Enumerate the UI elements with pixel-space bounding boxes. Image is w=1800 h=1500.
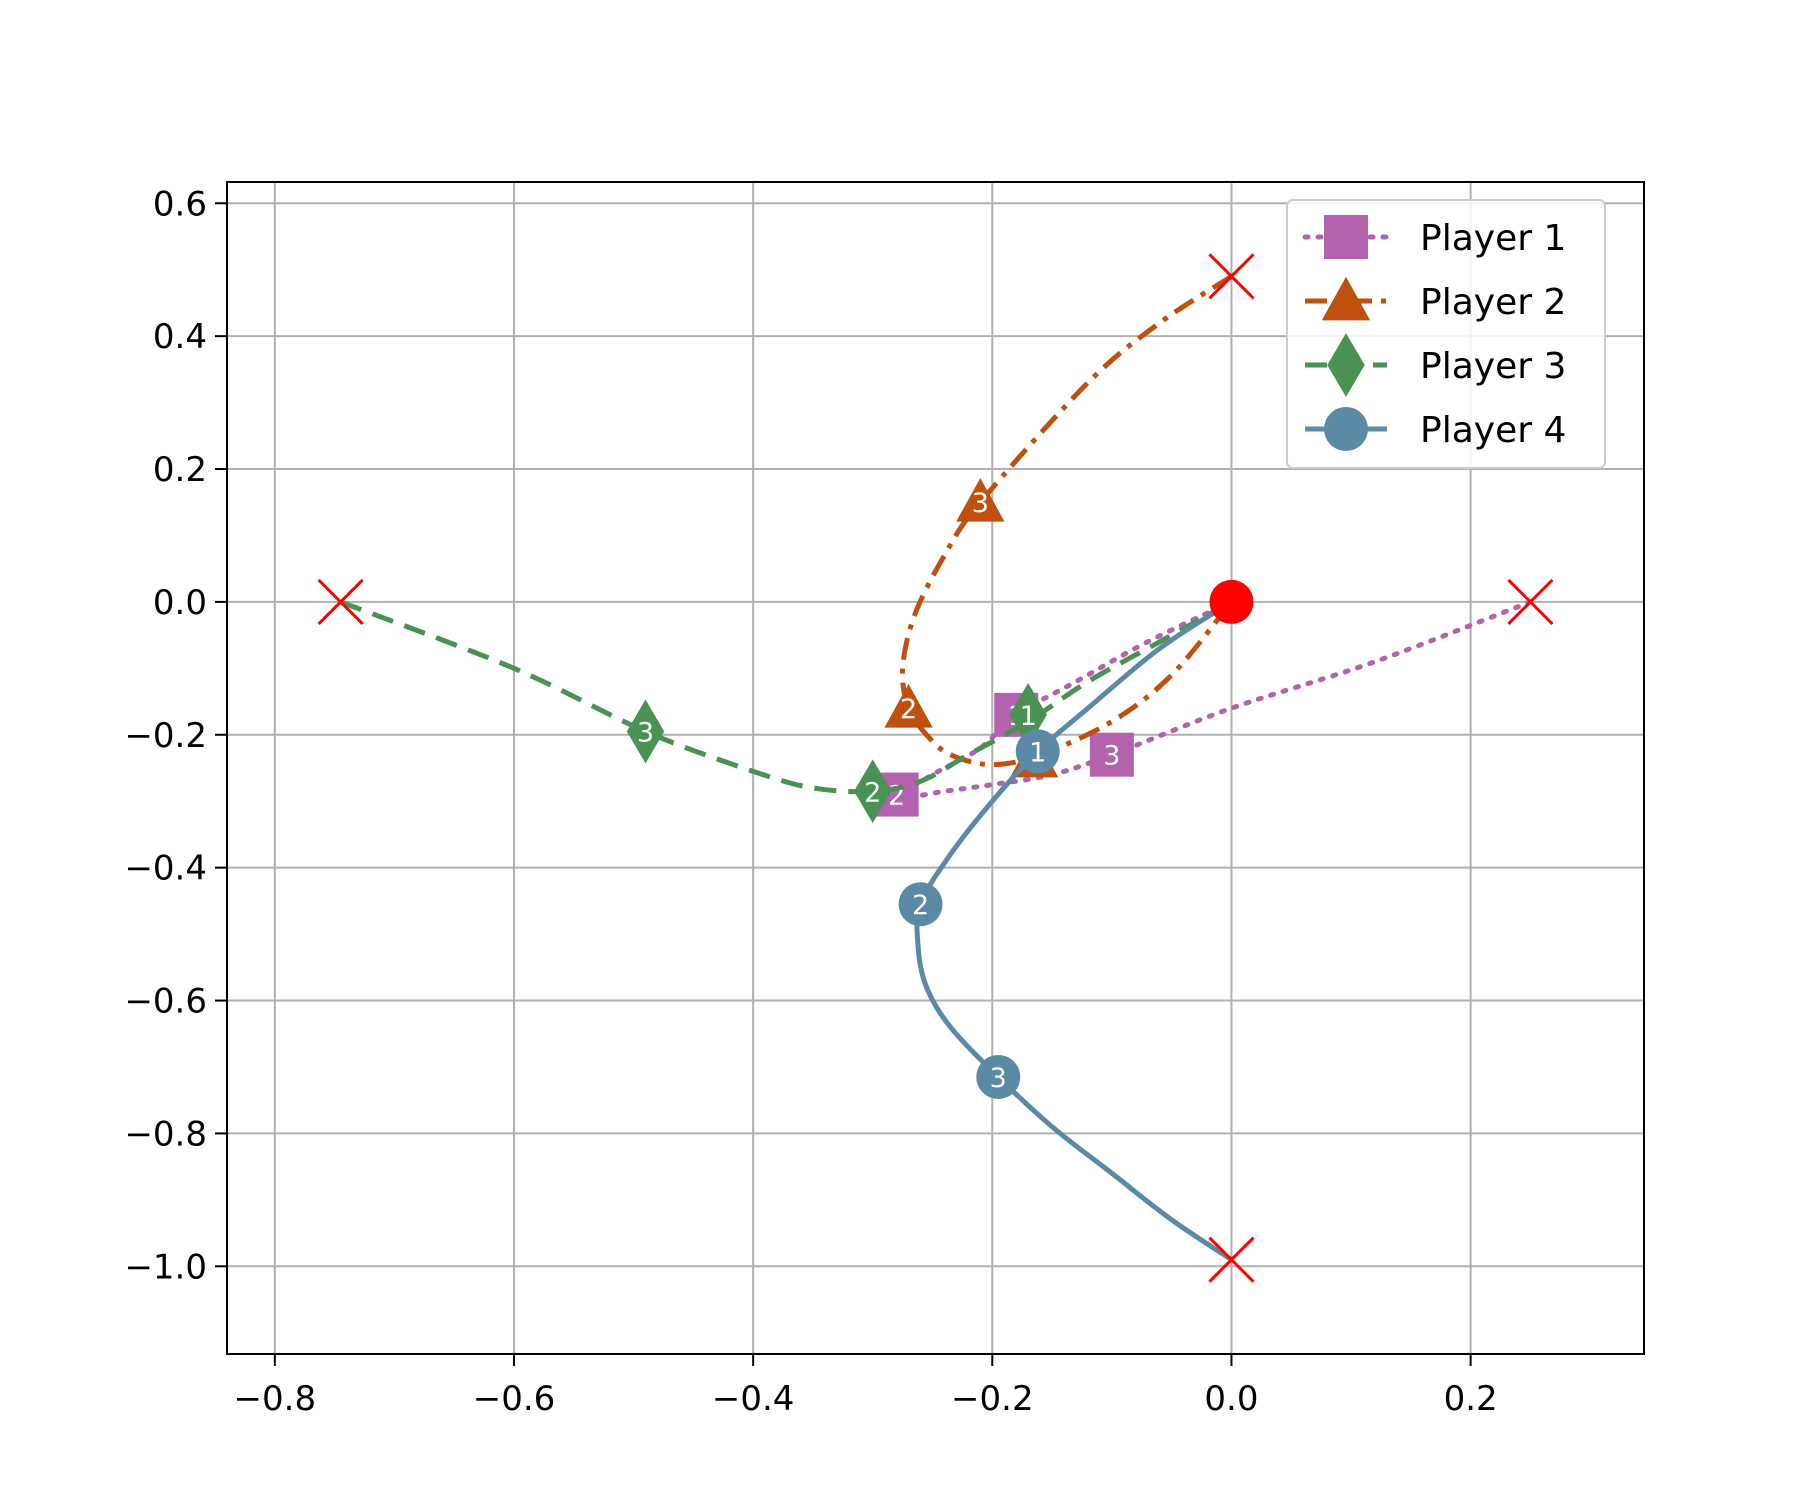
y-tick-label: 0.2 bbox=[153, 450, 207, 490]
start-cross-stroke bbox=[1208, 1236, 1255, 1283]
x-tick-label: −0.2 bbox=[951, 1379, 1034, 1419]
x-tick-label: 0.2 bbox=[1444, 1379, 1498, 1419]
data-point-label: 3 bbox=[1103, 741, 1120, 772]
legend-label: Player 3 bbox=[1420, 346, 1566, 387]
y-tick-label: −0.6 bbox=[124, 982, 207, 1022]
data-point bbox=[1089, 732, 1134, 777]
series-3: 3 2 1 bbox=[317, 578, 1233, 824]
x-tick-label: 0.0 bbox=[1204, 1379, 1258, 1419]
data-point bbox=[898, 882, 943, 927]
data-point bbox=[956, 478, 1005, 522]
y-tick-label: 0.4 bbox=[153, 317, 207, 357]
data-point bbox=[626, 699, 665, 764]
series-line bbox=[914, 599, 1233, 1262]
x-axis: −0.8 −0.6 −0.4 −0.2 0.0 0.2 bbox=[234, 1354, 1498, 1419]
plot-series: 321321321321 bbox=[317, 253, 1554, 1283]
legend-entry: Player 2 bbox=[1305, 276, 1566, 323]
data-point-label: 2 bbox=[900, 694, 917, 725]
series-line bbox=[894, 599, 1533, 801]
legend-marker bbox=[1324, 215, 1368, 259]
data-point bbox=[854, 759, 892, 824]
start-cross-stroke bbox=[317, 578, 364, 625]
legend: Player 1 Player 2 Player 3 Player 4 bbox=[1286, 199, 1606, 469]
y-tick-label: −0.4 bbox=[124, 849, 207, 889]
y-axis: 0.6 0.4 0.2 0.0 −0.2 −0.4 −0.6 −0.8 −1.0 bbox=[124, 184, 227, 1287]
data-point-label: 3 bbox=[972, 488, 989, 519]
data-point-label: 3 bbox=[990, 1063, 1007, 1094]
start-marker bbox=[1208, 1236, 1255, 1283]
y-tick-label: 0.0 bbox=[153, 583, 207, 623]
series-4: 3 2 1 bbox=[898, 599, 1255, 1283]
data-point bbox=[1015, 729, 1060, 774]
data-point bbox=[884, 684, 933, 728]
series-2: 3 2 1 bbox=[884, 253, 1255, 778]
y-tick-label: −0.8 bbox=[124, 1114, 207, 1154]
start-marker bbox=[1208, 253, 1255, 300]
series-line bbox=[899, 274, 1234, 768]
legend-box bbox=[1286, 199, 1606, 469]
legend-marker bbox=[1327, 333, 1365, 397]
y-tick-label: 0.6 bbox=[153, 184, 207, 224]
start-cross-stroke bbox=[1507, 578, 1554, 625]
data-point-label: 2 bbox=[864, 777, 881, 808]
start-cross-stroke bbox=[1208, 253, 1255, 300]
data-point-label: 1 bbox=[1029, 737, 1046, 768]
legend-label: Player 2 bbox=[1420, 282, 1566, 323]
legend-entry: Player 1 bbox=[1302, 215, 1566, 259]
legend-label: Player 4 bbox=[1420, 410, 1566, 451]
data-point-label: 3 bbox=[637, 717, 654, 748]
legend-entry: Player 4 bbox=[1305, 407, 1566, 451]
y-tick-label: −0.2 bbox=[124, 716, 207, 756]
start-marker bbox=[1507, 578, 1554, 625]
data-point-label: 1 bbox=[1020, 701, 1037, 732]
data-point bbox=[976, 1054, 1021, 1099]
legend-marker bbox=[1324, 407, 1368, 451]
series-line bbox=[339, 599, 1233, 795]
data-point bbox=[1009, 682, 1047, 747]
target-point bbox=[1209, 579, 1254, 624]
x-tick-label: −0.4 bbox=[712, 1379, 795, 1419]
data-point-label: 2 bbox=[912, 890, 929, 921]
start-marker bbox=[317, 578, 364, 625]
legend-label: Player 1 bbox=[1420, 218, 1566, 259]
x-tick-label: −0.6 bbox=[473, 1379, 556, 1419]
x-tick-label: −0.8 bbox=[234, 1379, 317, 1419]
y-tick-label: −1.0 bbox=[124, 1247, 207, 1287]
legend-entry: Player 3 bbox=[1305, 333, 1566, 397]
plot-frame bbox=[226, 181, 1645, 1355]
legend-marker bbox=[1321, 276, 1371, 321]
